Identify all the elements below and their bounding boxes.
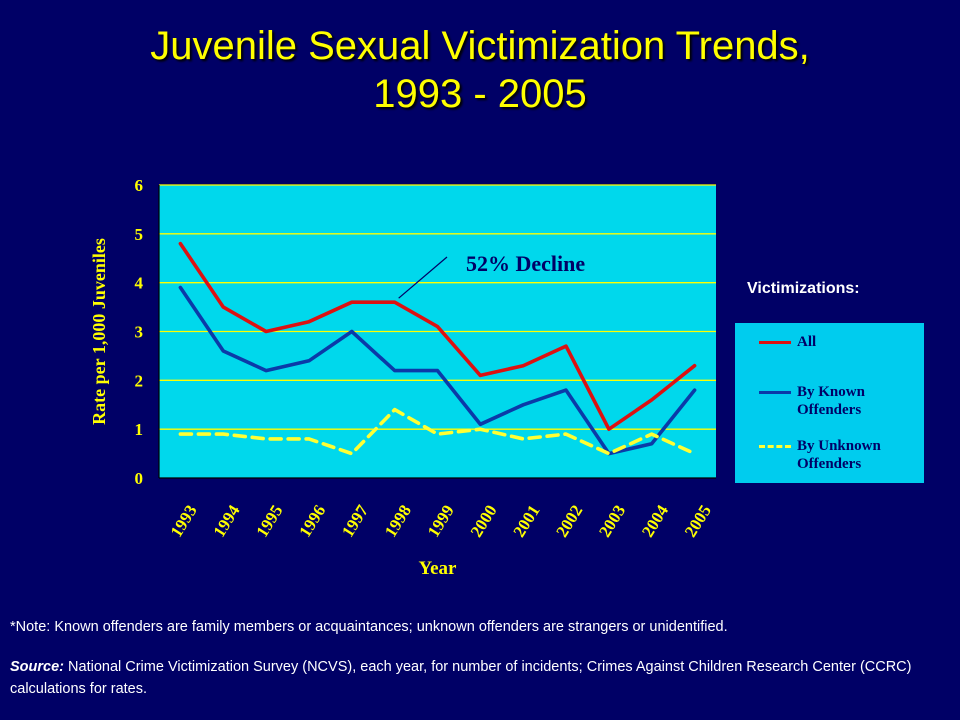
title-line-2: 1993 - 2005	[373, 72, 587, 116]
x-tick-label: 1994	[210, 501, 244, 540]
title-line-1: Juvenile Sexual Victimization Trends,	[150, 24, 810, 68]
legend-item-3: By Unknown Offenders	[735, 437, 924, 477]
legend-label: By Known Offenders	[797, 384, 865, 418]
legend-swatch	[759, 341, 791, 344]
x-tick-label: 1999	[424, 502, 458, 541]
x-tick-label: 2000	[467, 502, 501, 541]
x-tick-label: 2001	[509, 502, 543, 541]
y-tick-label: 0	[135, 469, 144, 488]
series-line-3	[178, 407, 697, 456]
x-tick-label: 2002	[552, 502, 586, 541]
x-tick-label: 2004	[638, 501, 672, 540]
legend-title: Victimizations:	[747, 280, 860, 297]
legend-label: All	[797, 334, 817, 350]
legend-item-1: All	[735, 333, 924, 373]
x-tick-label: 2003	[595, 502, 629, 541]
y-tick-label: 3	[135, 323, 144, 342]
x-tick-label: 1998	[381, 502, 415, 541]
y-tick-label: 5	[135, 225, 144, 244]
footnote-note: *Note: Known offenders are family member…	[10, 619, 728, 635]
x-tick-label: 2005	[681, 502, 715, 541]
legend-swatch	[759, 391, 791, 394]
x-tick-label: 1995	[252, 502, 286, 541]
x-axis-title: Year	[419, 558, 458, 579]
legend-swatch	[759, 445, 791, 448]
y-tick-label: 6	[135, 176, 144, 195]
footnote-source: Source: National Crime Victimization Sur…	[10, 656, 940, 700]
source-text: National Crime Victimization Survey (NCV…	[10, 659, 912, 697]
slide-title: Juvenile Sexual Victimization Trends, 19…	[0, 22, 960, 118]
y-tick-label: 2	[135, 371, 144, 390]
y-tick-label: 4	[135, 274, 144, 293]
source-label: Source:	[10, 659, 64, 675]
x-tick-label: 1997	[338, 501, 372, 540]
y-axis-title: Rate per 1,000 Juveniles	[89, 238, 109, 425]
series-line-1	[178, 241, 697, 432]
chart-legend: All By Known Offenders By Unknown Offender…	[735, 323, 924, 483]
legend-label: By Unknown Offenders	[797, 438, 881, 472]
x-tick-label: 1993	[167, 502, 201, 541]
annotation-leader-line	[398, 256, 448, 299]
legend-item-2: By Known Offenders	[735, 383, 924, 423]
annotation-label: 52% Decline	[466, 251, 585, 276]
y-tick-label: 1	[135, 420, 144, 439]
x-tick-label: 1996	[295, 502, 329, 541]
